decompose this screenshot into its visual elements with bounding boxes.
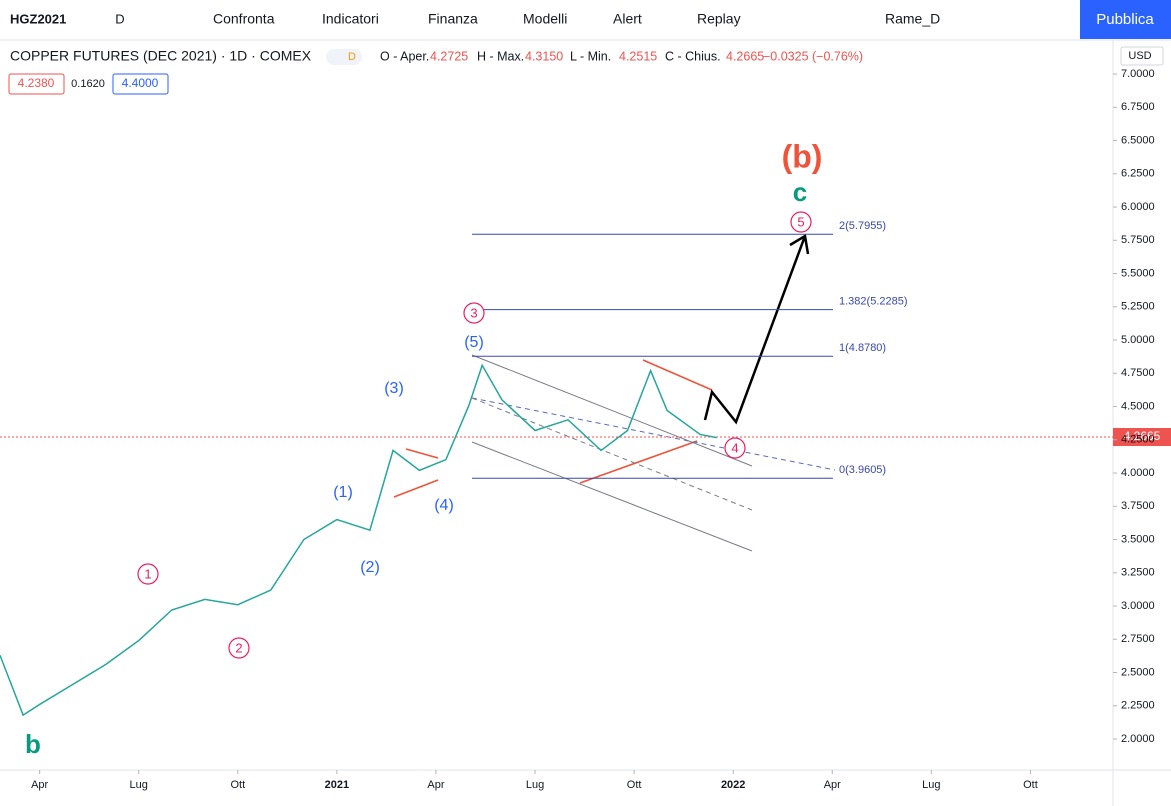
box bbox=[8, 73, 65, 95]
y-tick-label: 2.5000 bbox=[1121, 666, 1155, 678]
legend-value: 4.2665 bbox=[726, 49, 764, 63]
y-tick-label: 6.2500 bbox=[1121, 168, 1155, 180]
y-tick-label: 3.5000 bbox=[1121, 533, 1155, 545]
wave-label: 5 bbox=[797, 214, 804, 229]
x-tick-label: 2021 bbox=[325, 779, 349, 791]
x-tick-label: Apr bbox=[824, 779, 841, 791]
wave-label: c bbox=[793, 177, 807, 207]
y-tick-label: 4.0000 bbox=[1121, 467, 1155, 479]
x-tick-label: Lug bbox=[526, 779, 544, 791]
badge: D bbox=[348, 51, 356, 63]
ask: 4.4000 bbox=[122, 76, 159, 90]
wave-label: (1) bbox=[333, 484, 353, 501]
price-line bbox=[0, 363, 717, 717]
publish-button[interactable] bbox=[1080, 0, 1171, 39]
x-tick-label: Apr bbox=[31, 779, 48, 791]
toolbar-item[interactable]: Modelli bbox=[523, 11, 567, 27]
currency-box[interactable] bbox=[1120, 46, 1164, 66]
wave-label: (3) bbox=[384, 380, 404, 397]
y-tick-label: 6.7500 bbox=[1121, 101, 1155, 113]
legend-value: C - Chius. bbox=[665, 49, 721, 63]
interval[interactable]: D bbox=[115, 11, 124, 26]
y-tick-label: 5.7500 bbox=[1121, 234, 1155, 246]
y-tick-label: 7.0000 bbox=[1121, 68, 1155, 80]
y-tick-label: 5.5000 bbox=[1121, 267, 1155, 279]
y-tick-label: 6.5000 bbox=[1121, 134, 1155, 146]
annotation-circle bbox=[137, 563, 159, 585]
y-tick-label: 2.7500 bbox=[1121, 633, 1155, 645]
legend-value: L - Min. bbox=[570, 49, 611, 63]
wave-label: b bbox=[25, 729, 41, 759]
annotation-circle bbox=[724, 437, 746, 459]
wave-label: (5) bbox=[464, 334, 484, 351]
legend-value: 4.2515 bbox=[619, 49, 657, 63]
y-tick-label: 4.7500 bbox=[1121, 367, 1155, 379]
y-tick-label: 3.2500 bbox=[1121, 567, 1155, 579]
fib-label: 1.382(5.2285) bbox=[839, 296, 908, 308]
wave-label: 1 bbox=[144, 566, 151, 581]
toolbar-item[interactable]: Indicatori bbox=[322, 11, 379, 27]
legend-title: COPPER FUTURES (DEC 2021) · 1D · COMEX bbox=[10, 48, 312, 64]
last-price-bg bbox=[1113, 428, 1171, 446]
fib-label: 0(3.9605) bbox=[839, 464, 886, 476]
wave-label: 4 bbox=[731, 440, 738, 455]
legend-value: H - Max. bbox=[477, 49, 524, 63]
x-tick-label: Lug bbox=[922, 779, 940, 791]
x-tick-label: Lug bbox=[130, 779, 148, 791]
wave-label: (b) bbox=[782, 138, 823, 174]
y-tick-label: 4.5000 bbox=[1121, 400, 1155, 412]
x-tick-label: Ott bbox=[1023, 779, 1038, 791]
x-tick-label: Ott bbox=[627, 779, 642, 791]
wave-label: 3 bbox=[470, 305, 477, 320]
y-tick-label: 6.0000 bbox=[1121, 201, 1155, 213]
legend-value: 4.3150 bbox=[525, 49, 563, 63]
legend-value: −0.0325 (−0.76%) bbox=[763, 49, 863, 63]
x-tick-label: Ott bbox=[230, 779, 245, 791]
spread: 0.1620 bbox=[71, 78, 105, 90]
wave-label: (2) bbox=[360, 559, 380, 576]
layout-name[interactable]: Rame_D bbox=[885, 11, 940, 27]
y-tick-label: 4.2500 bbox=[1121, 434, 1155, 446]
y-tick-label: 5.0000 bbox=[1121, 334, 1155, 346]
fib-label: 2(5.7955) bbox=[839, 220, 886, 232]
currency[interactable]: USD bbox=[1128, 50, 1151, 62]
annotation-circle bbox=[463, 302, 485, 324]
y-tick-label: 2.2500 bbox=[1121, 700, 1155, 712]
annotation-circle bbox=[790, 211, 812, 233]
fib-label: 1(4.8780) bbox=[839, 342, 886, 354]
toolbar-item[interactable]: Finanza bbox=[428, 11, 478, 27]
wave-label: (4) bbox=[434, 497, 454, 514]
y-tick-label: 2.0000 bbox=[1121, 733, 1155, 745]
box bbox=[112, 73, 169, 95]
toolbar-item[interactable]: Alert bbox=[613, 11, 642, 27]
annotation-circle bbox=[228, 637, 250, 659]
toolbar-item[interactable]: Replay bbox=[697, 11, 741, 27]
y-tick-label: 5.2500 bbox=[1121, 301, 1155, 313]
y-tick-label: 3.0000 bbox=[1121, 600, 1155, 612]
wave-label: 2 bbox=[235, 640, 242, 655]
badge-bg bbox=[326, 49, 362, 65]
y-tick-label: 3.7500 bbox=[1121, 500, 1155, 512]
legend-value: 4.2725 bbox=[430, 49, 468, 63]
symbol[interactable]: HGZ2021 bbox=[10, 11, 66, 26]
bid: 4.2380 bbox=[18, 76, 55, 90]
last-price: 4.2665 bbox=[1124, 429, 1161, 443]
publish-label[interactable]: Pubblica bbox=[1096, 11, 1154, 28]
toolbar-bg bbox=[0, 0, 1171, 40]
x-tick-label: Apr bbox=[427, 779, 444, 791]
x-tick-label: 2022 bbox=[721, 779, 745, 791]
legend-value: O - Aper. bbox=[380, 49, 429, 63]
toolbar-item[interactable]: Confronta bbox=[213, 11, 275, 27]
